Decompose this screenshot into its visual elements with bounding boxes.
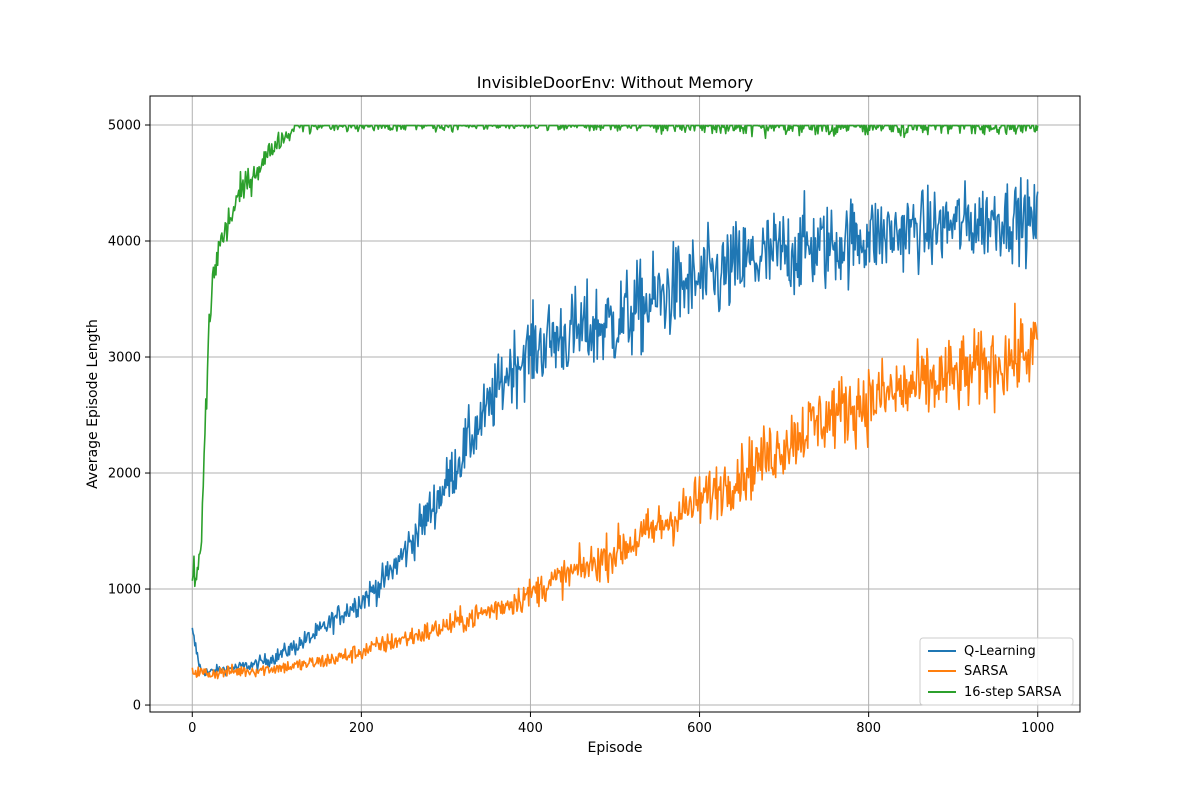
x-tick-label: 400 [518, 721, 543, 736]
legend-label-sarsa: SARSA [964, 664, 1008, 679]
y-tick-label: 5000 [108, 119, 141, 134]
y-tick-label: 0 [133, 699, 141, 714]
series-line-sarsa [191, 302, 1039, 680]
x-tick-label: 0 [188, 721, 196, 736]
plot-series [191, 124, 1039, 680]
x-axis-label: Episode [588, 740, 643, 756]
series-line-16-step-sarsa [191, 124, 1039, 588]
y-tick-label: 1000 [108, 583, 141, 598]
legend-box [919, 637, 1074, 706]
y-tick-label: 3000 [108, 351, 141, 366]
y-axis-label: Average Episode Length [85, 319, 101, 489]
x-tick-label: 1000 [1021, 721, 1054, 736]
legend-label-q-learning: Q-Learning [964, 644, 1036, 659]
y-tick-label: 2000 [108, 467, 141, 482]
series-line-q-learning [191, 176, 1039, 677]
x-tick-label: 600 [687, 721, 712, 736]
legend: Q-Learning SARSA 16-step SARSA [919, 637, 1074, 706]
chart-title: InvisibleDoorEnv: Without Memory [477, 73, 753, 92]
x-tick-label: 800 [856, 721, 881, 736]
y-tick-label: 4000 [108, 235, 141, 250]
x-ticks: 0 200 400 600 800 1000 [188, 712, 1054, 736]
y-ticks: 0 1000 2000 3000 4000 5000 [108, 119, 150, 714]
legend-label-16-step-sarsa: 16-step SARSA [964, 685, 1061, 700]
axes-frame [149, 95, 1081, 713]
x-tick-label: 200 [349, 721, 374, 736]
